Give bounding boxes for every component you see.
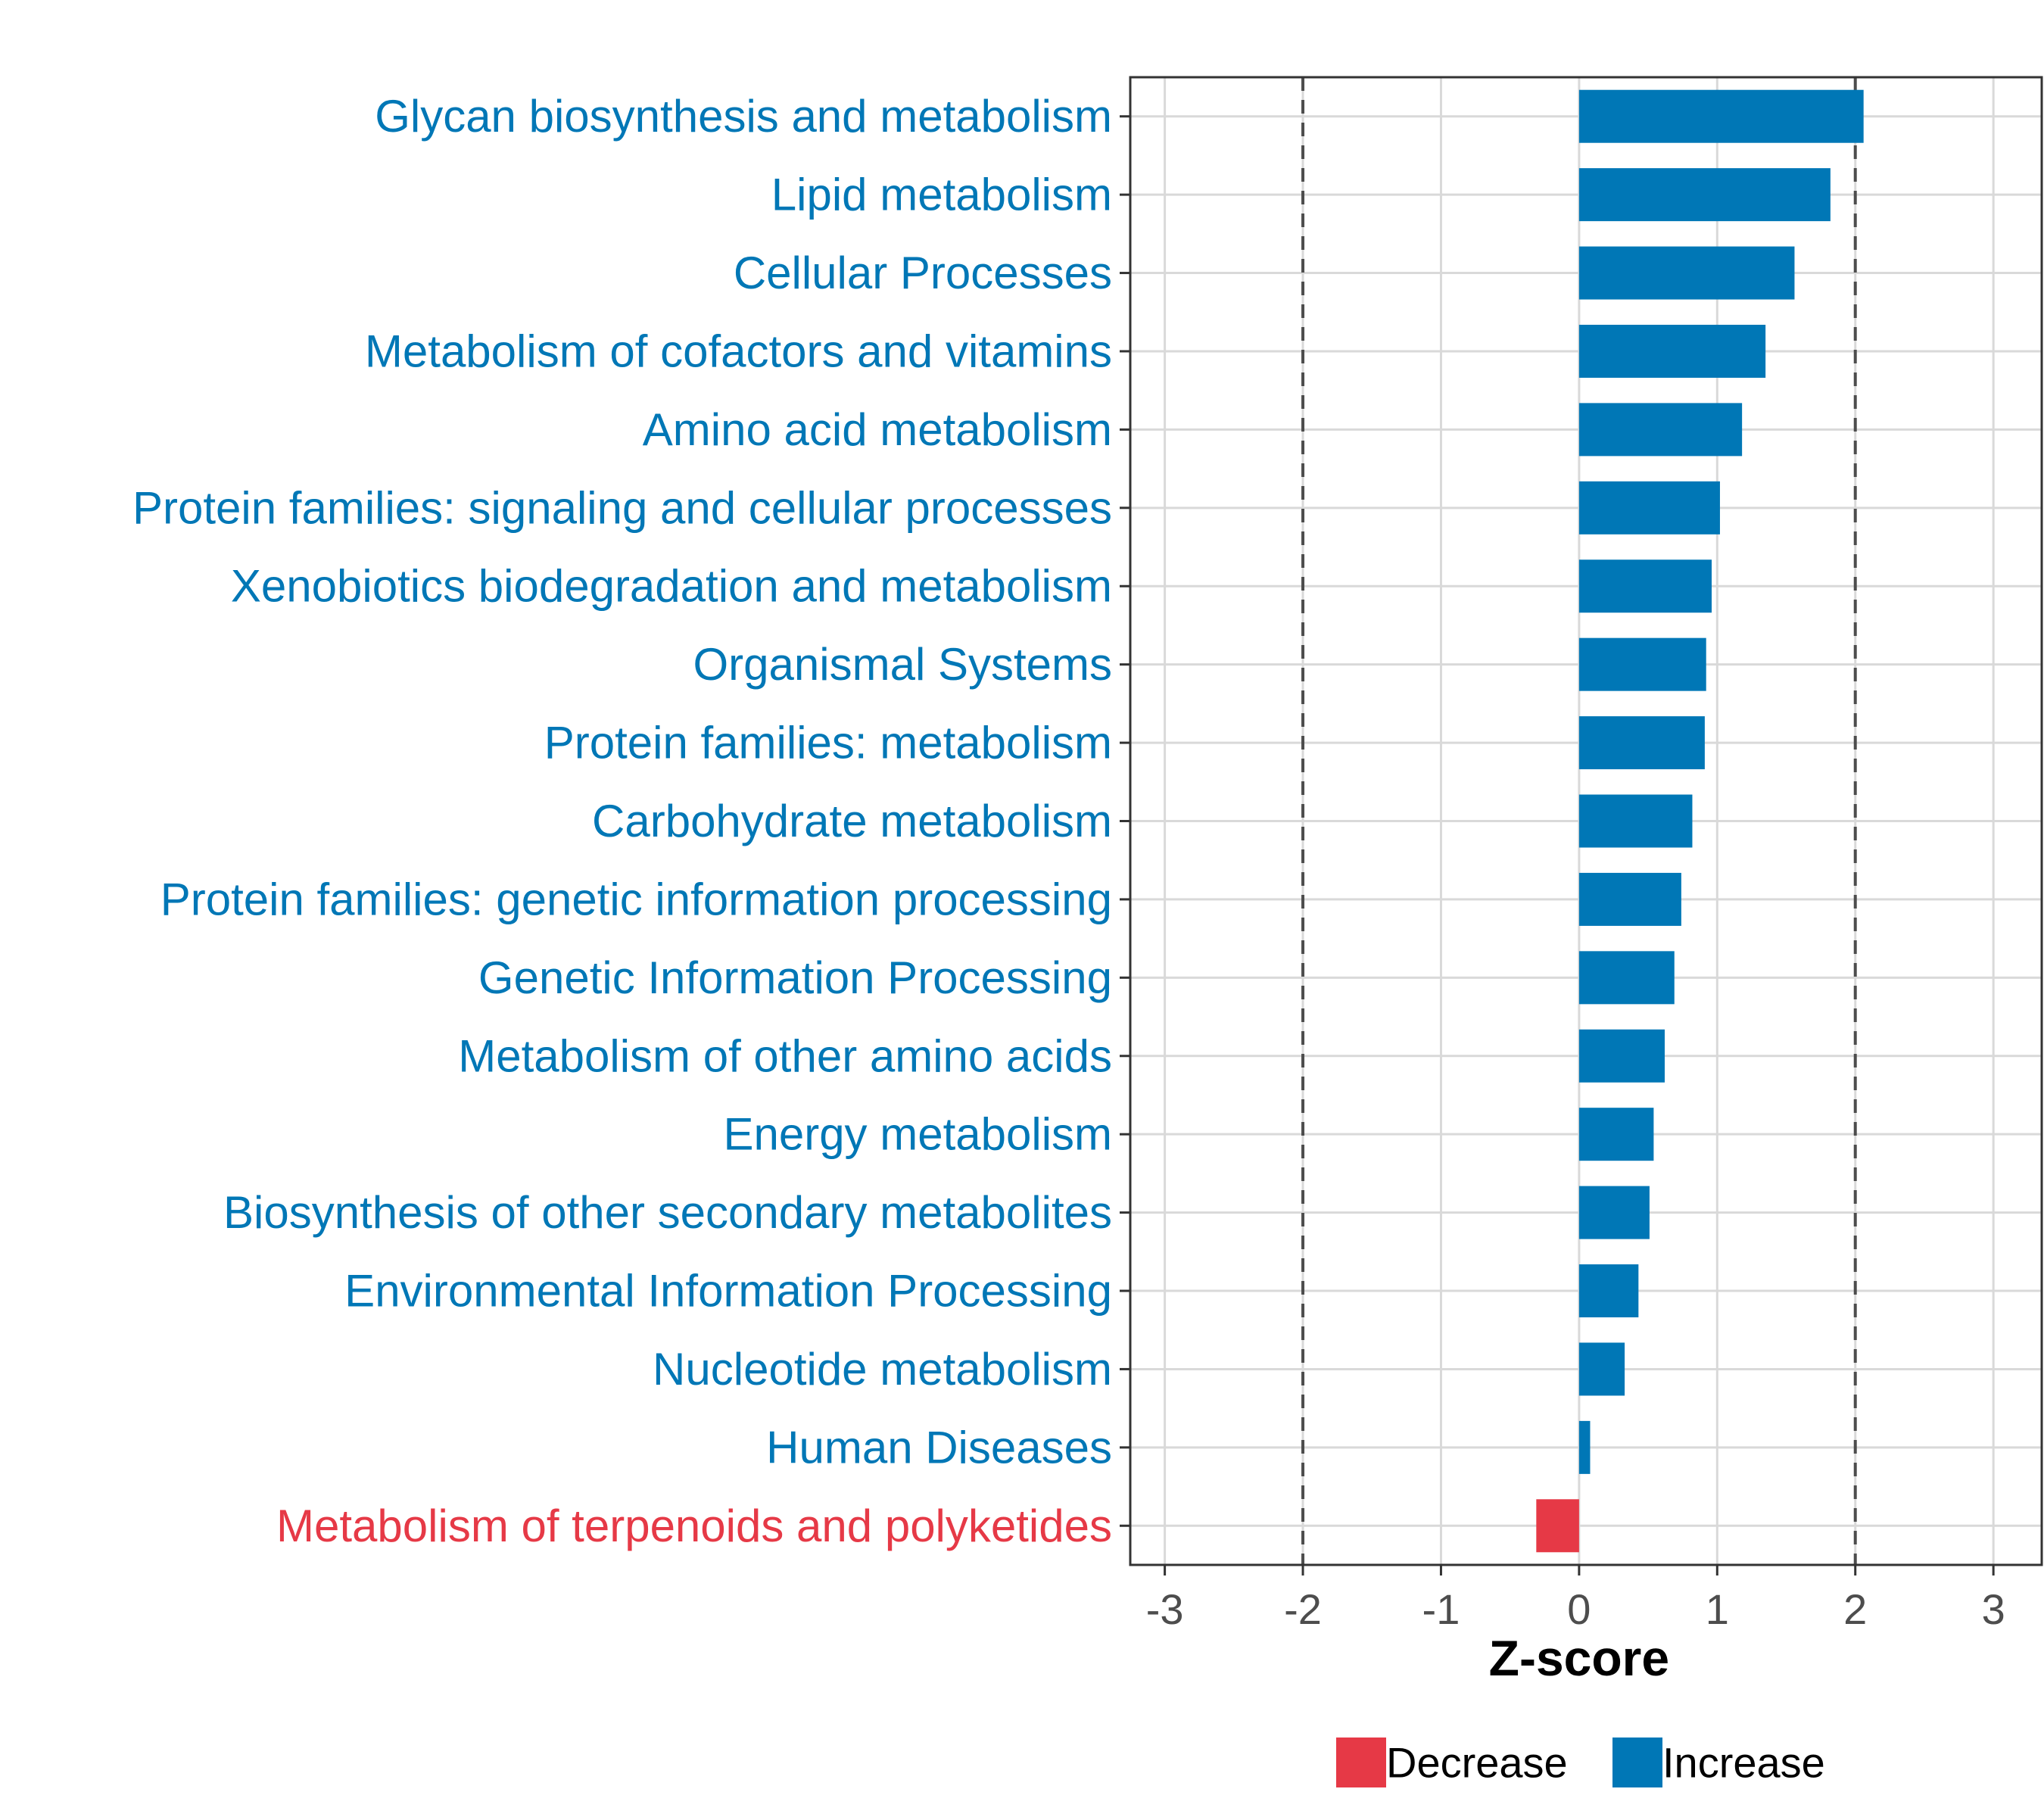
bar-9	[1578, 794, 1693, 848]
bar-12	[1578, 1029, 1665, 1083]
category-label-5: Protein families: signaling and cellular…	[132, 482, 1112, 533]
category-label-4: Amino acid metabolism	[643, 404, 1112, 455]
bars	[1536, 89, 1864, 1553]
legend-swatch-decrease	[1336, 1738, 1386, 1787]
category-label-17: Human Diseases	[766, 1422, 1112, 1473]
category-label-8: Protein families: metabolism	[544, 718, 1112, 768]
category-label-16: Nucleotide metabolism	[653, 1344, 1112, 1395]
category-label-6: Xenobiotics biodegradation and metabolis…	[231, 561, 1112, 612]
category-label-18: Metabolism of terpenoids and polyketides	[276, 1501, 1112, 1551]
category-label-7: Organismal Systems	[693, 639, 1112, 690]
legend-label-decrease: Decrease	[1386, 1739, 1568, 1787]
bar-16	[1578, 1342, 1625, 1396]
bar-11	[1578, 951, 1675, 1005]
bar-6	[1578, 559, 1712, 613]
y-axis-ticks	[1120, 115, 1130, 1527]
legend: Decrease Increase	[1336, 1738, 1825, 1787]
bar-10	[1578, 872, 1681, 926]
category-label-9: Carbohydrate metabolism	[592, 796, 1112, 846]
reference-lines	[1301, 77, 1857, 1565]
category-labels: Glycan biosynthesis and metabolism Lipid …	[132, 91, 1112, 1551]
bar-18	[1536, 1499, 1579, 1553]
category-label-15: Environmental Information Processing	[344, 1266, 1112, 1317]
category-label-10: Protein families: genetic information pr…	[160, 874, 1112, 924]
legend-swatch-increase	[1612, 1738, 1662, 1787]
x-tick-label-6: 3	[1982, 1585, 2005, 1633]
bar-0	[1578, 89, 1864, 143]
x-tick-label-3: 0	[1567, 1585, 1591, 1633]
category-label-14: Biosynthesis of other secondary metaboli…	[223, 1187, 1112, 1238]
category-label-12: Metabolism of other amino acids	[458, 1030, 1112, 1081]
x-tick-label-2: -1	[1422, 1585, 1460, 1633]
bar-8	[1578, 716, 1705, 770]
category-label-3: Metabolism of cofactors and vitamins	[365, 326, 1112, 376]
bar-5	[1578, 481, 1720, 535]
bar-13	[1578, 1108, 1654, 1161]
bar-1	[1578, 168, 1831, 222]
category-label-2: Cellular Processes	[734, 248, 1112, 298]
x-axis-title: Z-score	[1489, 1630, 1669, 1686]
bar-15	[1578, 1264, 1639, 1318]
category-label-0: Glycan biosynthesis and metabolism	[375, 91, 1112, 142]
x-axis-ticks: -3 -2 -1 0 1 2 3	[1146, 1565, 2005, 1633]
legend-label-increase: Increase	[1662, 1739, 1825, 1787]
bar-7	[1578, 637, 1706, 691]
bar-2	[1578, 246, 1795, 300]
bar-14	[1578, 1186, 1650, 1239]
bar-4	[1578, 403, 1743, 457]
x-tick-label-5: 2	[1843, 1585, 1867, 1633]
x-tick-label-1: -2	[1284, 1585, 1322, 1633]
category-label-11: Genetic Information Processing	[478, 952, 1112, 1003]
category-label-13: Energy metabolism	[723, 1109, 1112, 1160]
bar-17	[1578, 1420, 1591, 1474]
bar-3	[1578, 324, 1766, 378]
x-tick-label-0: -3	[1146, 1585, 1184, 1633]
category-label-1: Lipid metabolism	[771, 170, 1112, 220]
x-tick-label-4: 1	[1706, 1585, 1729, 1633]
